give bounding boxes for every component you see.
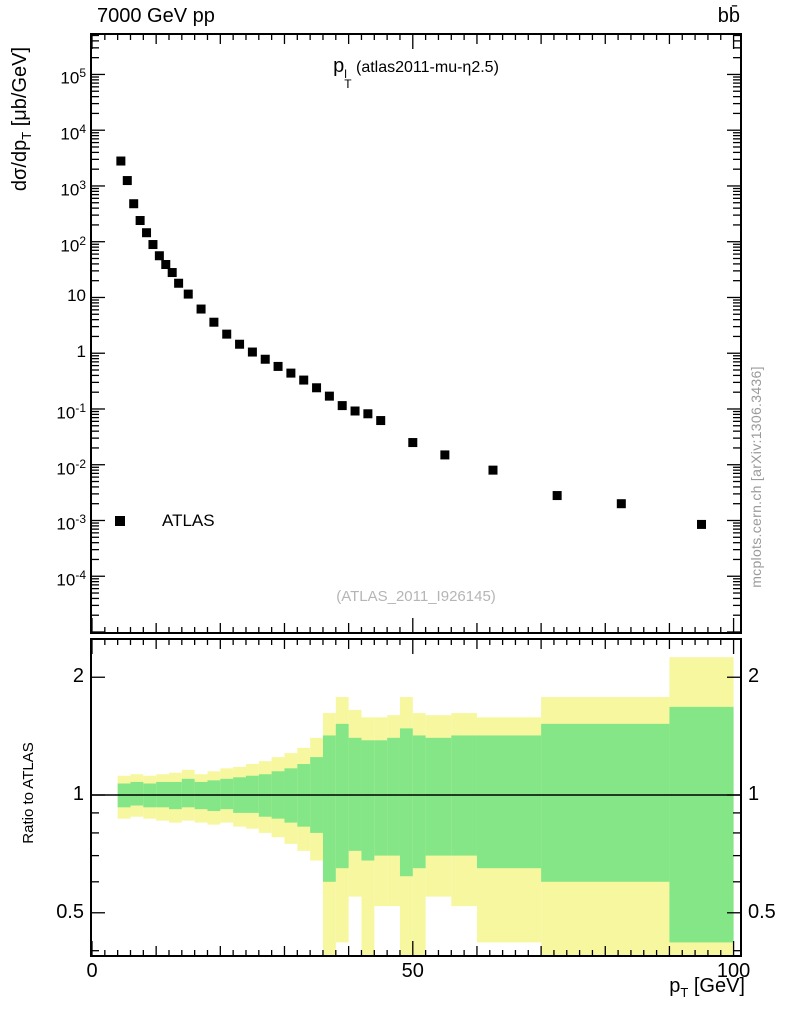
green-band-segment [130, 781, 144, 806]
data-point-marker [488, 465, 498, 475]
main-y-tick-label: 105 [60, 66, 86, 89]
green-band-segment [399, 728, 413, 877]
data-point-marker [161, 260, 171, 270]
x-axis-title: pT [GeV] [445, 975, 745, 1000]
data-point-marker [552, 491, 562, 501]
data-point-marker [376, 416, 386, 426]
legend-atlas-marker [115, 516, 125, 526]
data-point-marker [183, 289, 193, 299]
data-point-marker [363, 409, 373, 419]
data-point-marker [129, 199, 139, 209]
data-point-marker [260, 354, 270, 364]
data-point-marker [122, 176, 132, 186]
x-title-sub: T [680, 985, 689, 1000]
data-point-marker [142, 228, 152, 238]
process-label: bb̄ [717, 5, 740, 27]
data-point-marker [273, 361, 283, 371]
green-band-segment [322, 735, 336, 882]
main-y-tick-label: 10-2 [56, 456, 86, 479]
data-point-marker [154, 251, 164, 261]
main-y-tick-label: 102 [60, 233, 86, 256]
green-band-segment [425, 737, 452, 856]
data-point-marker [408, 438, 418, 448]
x-tick-label: 0 [86, 960, 98, 982]
ratio-y-tick-label-left: 0.5 [56, 900, 84, 923]
x-title-pre: p [669, 975, 681, 997]
x-title-post: [GeV] [688, 975, 745, 997]
ratio-y-tick-label-right: 2 [748, 665, 760, 688]
main-y-tick-label: 103 [60, 177, 86, 200]
main-y-tick-label: 10-3 [56, 512, 86, 535]
main-y-tick-label: 10-1 [56, 400, 86, 423]
data-point-marker [247, 347, 257, 357]
beam-energy-label: 7000 GeV pp [97, 5, 215, 27]
watermark-arxiv: mcplots.cern.ch [arXiv:1306.3436] [748, 366, 764, 588]
data-point-marker [324, 391, 334, 401]
ratio-y-tick-label-left: 2 [72, 665, 84, 688]
data-point-marker [148, 240, 158, 250]
ratio-y-tick-label-right: 1 [748, 783, 760, 805]
ratio-y-tick-label-right: 0.5 [748, 900, 776, 923]
green-band-segment [412, 735, 426, 869]
main-panel [90, 33, 742, 634]
legend-atlas-label: ATLAS [162, 511, 215, 530]
data-point-marker [196, 304, 206, 314]
ratio-panel [90, 638, 742, 957]
analysis-cut-label: (atlas2011-mu-η2.5) [351, 59, 499, 76]
x-tick-label: 100 [716, 960, 751, 982]
data-point-marker [312, 383, 322, 393]
green-band-segment [374, 740, 388, 856]
observable-symbol: p [333, 55, 345, 77]
main-y-tick-label: 104 [60, 122, 86, 144]
ratio-y-tick-label-left: 1 [72, 783, 84, 805]
data-point-marker [135, 216, 145, 226]
green-band-segment [181, 778, 195, 808]
observable-superscript: l [344, 67, 347, 81]
data-point-marker [286, 368, 296, 378]
data-point-marker [337, 401, 347, 411]
analysis-reference-label: (ATLAS_2011_I926145) [336, 588, 496, 605]
green-band-segment [669, 706, 734, 943]
green-band-segment [387, 737, 400, 856]
data-point-marker [167, 268, 177, 278]
data-point-marker [116, 156, 126, 166]
data-point-marker [697, 519, 707, 529]
data-point-marker [350, 406, 360, 416]
green-band-segment [541, 723, 670, 882]
data-point-marker [616, 499, 626, 509]
green-band-segment [361, 740, 375, 861]
observable-subscript: T [344, 77, 352, 91]
data-point-marker [235, 339, 245, 349]
main-y-tick-label: 10-4 [56, 568, 86, 590]
data-point-marker [440, 450, 450, 460]
main-y-tick-label: 10 [67, 286, 86, 306]
data-point-marker [209, 317, 219, 327]
data-point-marker [174, 278, 184, 288]
x-tick-label: 50 [401, 960, 424, 982]
main-y-tick-label: 1 [76, 342, 86, 362]
green-band-segment [476, 735, 542, 869]
green-band-segment [335, 723, 349, 869]
data-point-marker [299, 375, 309, 385]
green-band-segment [220, 778, 234, 810]
data-point-marker [222, 329, 232, 339]
